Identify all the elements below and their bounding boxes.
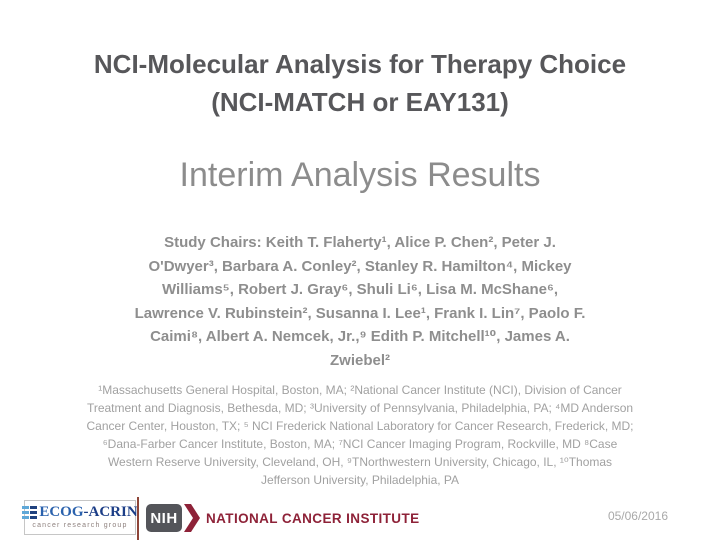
affiliation-line: Cancer Center, Houston, TX; ⁵ NCI Freder… [86,419,634,433]
slide-date: 05/06/2016 [607,509,668,523]
affiliations: ¹Massachusetts General Hospital, Boston,… [0,381,720,489]
chairs-line: Study Chairs: Keith T. Flaherty¹, Alice … [164,234,556,251]
nih-text: NIH [150,509,178,527]
title-line-2: (NCI-MATCH or EAY131) [211,87,509,117]
ecog-bars-icon [22,506,38,519]
affiliation-line: Treatment and Diagnosis, Bethesda, MD; ³… [86,401,634,415]
ecog-acrin-wordmark: ECOG-ACRIN [39,505,137,520]
title-line-1: NCI-Molecular Analysis for Therapy Choic… [93,49,627,79]
chairs-line: Lawrence V. Rubinstein², Susanna I. Lee¹… [134,304,586,322]
nih-box: NIH [146,504,182,532]
chairs-line: Zwiebel² [329,351,390,369]
affiliation-line: ⁶Dana-Farber Cancer Institute, Boston, M… [102,437,618,451]
ecog-acrin-logo: ECOG-ACRIN cancer research group [22,500,138,535]
logo-divider [137,497,139,540]
nci-wordmark: NATIONAL CANCER INSTITUTE [206,510,420,526]
affiliation-line: Jefferson University, Philadelphia, PA [260,473,460,487]
acrin-text: ACRIN [88,504,138,520]
ecog-tagline: cancer research group [32,522,128,529]
affiliation-line: ¹Massachusetts General Hospital, Boston,… [98,383,622,397]
ecog-text: ECOG [39,504,84,520]
affiliation-line: Western Reserve University, Cleveland, O… [107,455,613,469]
study-chairs: Study Chairs: Keith T. Flaherty¹, Alice … [0,231,720,372]
nci-chevron-icon [184,504,200,532]
subtitle: Interim Analysis Results [179,156,541,194]
footer: ECOG-ACRIN cancer research group NIH NAT… [0,495,720,540]
chairs-line: O'Dwyer³, Barbara A. Conley², Stanley R.… [148,257,572,275]
page-title: NCI-Molecular Analysis for Therapy Choic… [0,0,720,121]
nih-nci-logo: NIH NATIONAL CANCER INSTITUTE [146,504,420,532]
chairs-line: Caimi⁸, Albert A. Nemcek, Jr.,⁹ Edith P.… [150,328,570,345]
chairs-line: Williams⁵, Robert J. Gray⁶, Shuli Li⁶, L… [161,281,559,298]
ecog-hyphen: - [83,504,89,520]
